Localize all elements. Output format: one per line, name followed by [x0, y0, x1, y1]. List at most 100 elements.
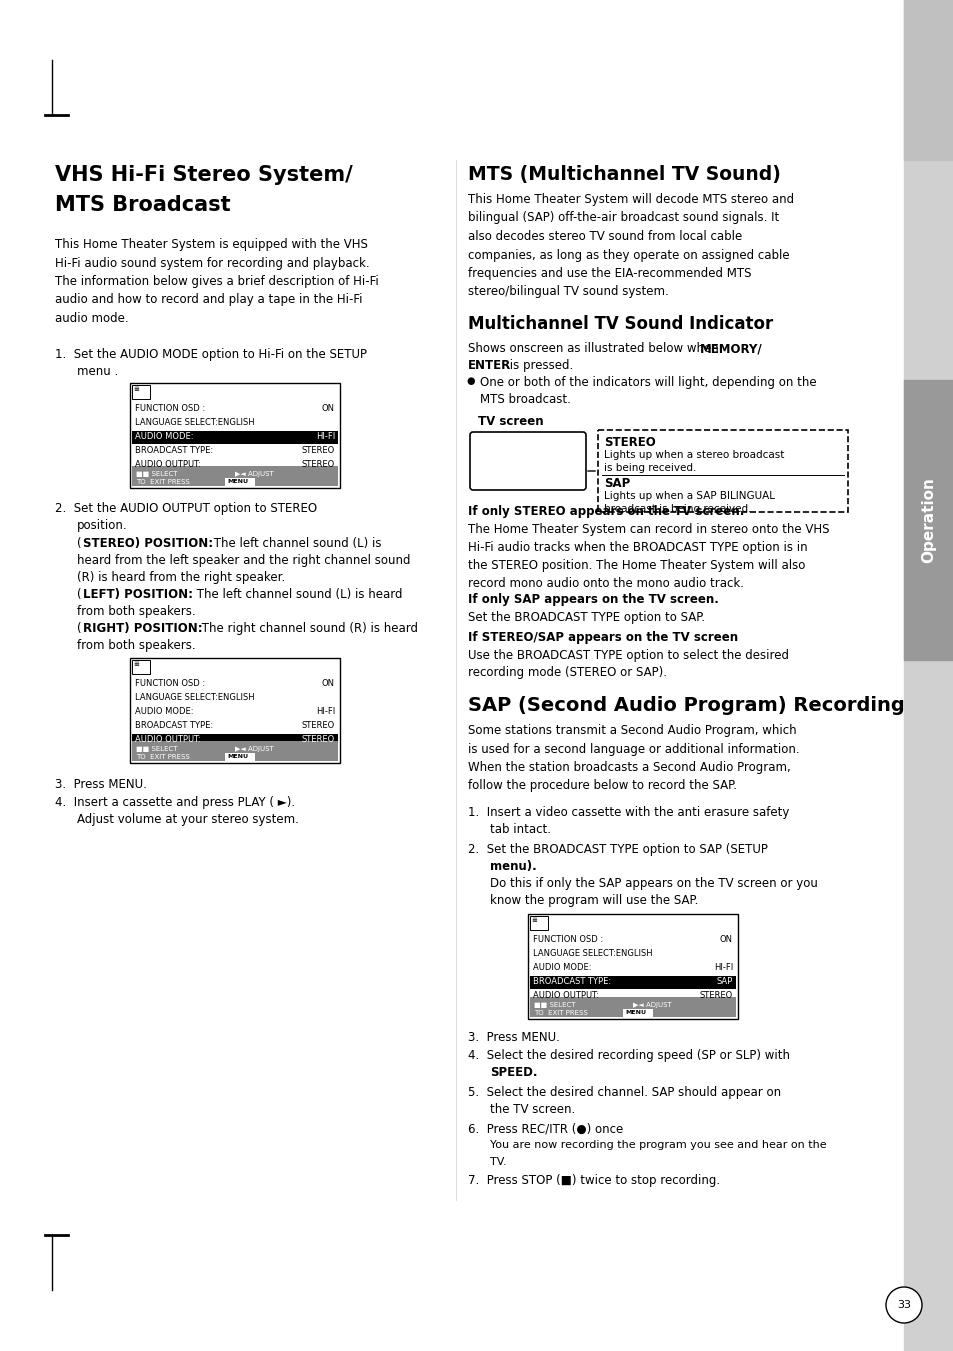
Text: (R) is heard from the right speaker.: (R) is heard from the right speaker. [77, 571, 285, 584]
Circle shape [885, 1288, 921, 1323]
Text: SPEED.: SPEED. [490, 1066, 537, 1079]
Text: The Home Theater System can record in stereo onto the VHS
Hi-Fi audio tracks whe: The Home Theater System can record in st… [468, 523, 828, 590]
Text: ▶◄ ADJUST: ▶◄ ADJUST [234, 746, 274, 753]
Text: (: ( [77, 536, 82, 550]
Text: MENU: MENU [227, 480, 248, 484]
Text: tab intact.: tab intact. [490, 823, 551, 836]
Bar [132, 431, 337, 444]
Text: 33: 33 [896, 1300, 910, 1310]
Text: AUDIO OUTPUT:: AUDIO OUTPUT: [135, 735, 201, 744]
Text: BROADCAST TYPE:: BROADCAST TYPE: [533, 977, 611, 986]
Text: MTS Broadcast: MTS Broadcast [55, 195, 231, 215]
Text: ■■ SELECT: ■■ SELECT [136, 471, 177, 477]
Text: Adjust volume at your stereo system.: Adjust volume at your stereo system. [77, 813, 298, 825]
Bar [530, 975, 735, 989]
Text: STEREO: STEREO [301, 459, 335, 469]
Text: The right channel sound (R) is heard: The right channel sound (R) is heard [198, 621, 417, 635]
Text: TV.: TV. [490, 1156, 506, 1167]
Text: Some stations transmit a Second Audio Program, which
is used for a second langua: Some stations transmit a Second Audio Pr… [468, 724, 799, 793]
Text: MEMORY/: MEMORY/ [700, 342, 761, 355]
Text: SAP: SAP [603, 477, 630, 490]
Text: FUNCTION OSD :: FUNCTION OSD : [135, 404, 205, 413]
Text: This Home Theater System will decode MTS stereo and
bilingual (SAP) off-the-air : This Home Theater System will decode MTS… [468, 193, 793, 299]
Text: 1.  Set the AUDIO MODE option to Hi-Fi on the SETUP: 1. Set the AUDIO MODE option to Hi-Fi on… [55, 349, 367, 361]
Bar [527, 915, 738, 1019]
Text: BROADCAST TYPE:: BROADCAST TYPE: [135, 721, 213, 730]
Text: LANGUAGE SELECT:ENGLISH: LANGUAGE SELECT:ENGLISH [135, 417, 254, 427]
Text: You are now recording the program you see and hear on the: You are now recording the program you se… [490, 1140, 825, 1150]
Text: AUDIO OUTPUT:: AUDIO OUTPUT: [533, 992, 598, 1000]
Text: AUDIO MODE:: AUDIO MODE: [533, 963, 591, 971]
Bar [530, 916, 547, 929]
Text: Lights up when a SAP BILINGUAL: Lights up when a SAP BILINGUAL [603, 490, 774, 501]
Text: 1.  Insert a video cassette with the anti erasure safety: 1. Insert a video cassette with the anti… [468, 807, 788, 819]
Bar [225, 753, 254, 761]
Text: position.: position. [77, 519, 128, 532]
Text: CH  4: CH 4 [514, 450, 541, 459]
Text: STEREO: STEREO [301, 721, 335, 730]
Text: is pressed.: is pressed. [505, 359, 573, 372]
Text: SAP (Second Audio Program) Recording: SAP (Second Audio Program) Recording [468, 696, 903, 715]
Text: ≣: ≣ [132, 386, 139, 392]
Text: LANGUAGE SELECT:ENGLISH: LANGUAGE SELECT:ENGLISH [135, 693, 254, 703]
Text: heard from the left speaker and the right channel sound: heard from the left speaker and the righ… [77, 554, 410, 567]
Text: STEREO) POSITION:: STEREO) POSITION: [83, 536, 213, 550]
Text: ≣: ≣ [132, 661, 139, 667]
Bar [225, 478, 254, 486]
Text: HI-FI: HI-FI [315, 707, 335, 716]
Text: Operation: Operation [921, 477, 936, 563]
Text: If STEREO/SAP appears on the TV screen: If STEREO/SAP appears on the TV screen [468, 631, 738, 644]
Text: from both speakers.: from both speakers. [77, 605, 195, 617]
Text: 7.  Press STOP (■) twice to stop recording.: 7. Press STOP (■) twice to stop recordin… [468, 1174, 720, 1188]
Text: If only STEREO appears on the TV screen.: If only STEREO appears on the TV screen. [468, 505, 743, 517]
Text: know the program will use the SAP.: know the program will use the SAP. [490, 894, 698, 907]
Bar [130, 658, 339, 763]
Text: Do this if only the SAP appears on the TV screen or you: Do this if only the SAP appears on the T… [490, 877, 817, 890]
Text: BROADCAST TYPE:: BROADCAST TYPE: [135, 446, 213, 455]
Text: Use the BROADCAST TYPE option to select the desired: Use the BROADCAST TYPE option to select … [468, 648, 788, 662]
FancyBboxPatch shape [470, 432, 585, 490]
Text: 6.  Press REC/ITR (●) once: 6. Press REC/ITR (●) once [468, 1123, 622, 1136]
Text: One or both of the indicators will light, depending on the: One or both of the indicators will light… [479, 376, 816, 389]
Text: ■■ SELECT: ■■ SELECT [534, 1002, 575, 1008]
Text: LEFT) POSITION:: LEFT) POSITION: [83, 588, 193, 601]
Text: TV screen: TV screen [477, 415, 543, 428]
Text: 2.  Set the AUDIO OUTPUT option to STEREO: 2. Set the AUDIO OUTPUT option to STEREO [55, 503, 316, 515]
Text: STEREO/SAP: STEREO/SAP [495, 465, 560, 476]
Bar [132, 740, 337, 761]
Text: AUDIO OUTPUT:: AUDIO OUTPUT: [135, 459, 201, 469]
Text: from both speakers.: from both speakers. [77, 639, 195, 653]
Text: The left channel sound (L) is: The left channel sound (L) is [210, 536, 381, 550]
Text: HI-FI: HI-FI [315, 432, 335, 440]
Text: 4.  Select the desired recording speed (SP or SLP) with: 4. Select the desired recording speed (S… [468, 1048, 789, 1062]
Text: 3.  Press MENU.: 3. Press MENU. [468, 1031, 559, 1044]
Text: ●: ● [465, 376, 474, 386]
Bar [132, 385, 150, 399]
Text: the TV screen.: the TV screen. [490, 1102, 575, 1116]
Bar [903, 380, 953, 661]
Text: ON: ON [720, 935, 732, 944]
Text: Multichannel TV Sound Indicator: Multichannel TV Sound Indicator [468, 315, 773, 332]
Text: MENU: MENU [227, 754, 248, 759]
Text: 4.  Insert a cassette and press PLAY ( ►).: 4. Insert a cassette and press PLAY ( ►)… [55, 796, 294, 809]
Text: MTS (Multichannel TV Sound): MTS (Multichannel TV Sound) [468, 165, 781, 184]
Text: ENTER: ENTER [468, 359, 511, 372]
Text: FUNCTION OSD :: FUNCTION OSD : [135, 680, 205, 688]
Text: FUNCTION OSD :: FUNCTION OSD : [533, 935, 602, 944]
Text: MTS broadcast.: MTS broadcast. [479, 393, 570, 407]
Text: AUDIO MODE:: AUDIO MODE: [135, 432, 193, 440]
Text: STEREO: STEREO [301, 446, 335, 455]
Text: STEREO: STEREO [603, 436, 655, 449]
Text: (: ( [77, 588, 82, 601]
Text: STEREO: STEREO [699, 992, 732, 1000]
Bar [132, 466, 337, 486]
Text: (: ( [77, 621, 82, 635]
Bar [598, 430, 847, 512]
Text: ON: ON [322, 680, 335, 688]
Text: If only SAP appears on the TV screen.: If only SAP appears on the TV screen. [468, 593, 719, 607]
Text: Shows onscreen as illustrated below when: Shows onscreen as illustrated below when [468, 342, 721, 355]
Bar [132, 661, 150, 674]
Text: Lights up when a stereo broadcast: Lights up when a stereo broadcast [603, 450, 783, 459]
Text: VHS Hi-Fi Stereo System/: VHS Hi-Fi Stereo System/ [55, 165, 353, 185]
Text: STEREO: STEREO [301, 735, 335, 744]
